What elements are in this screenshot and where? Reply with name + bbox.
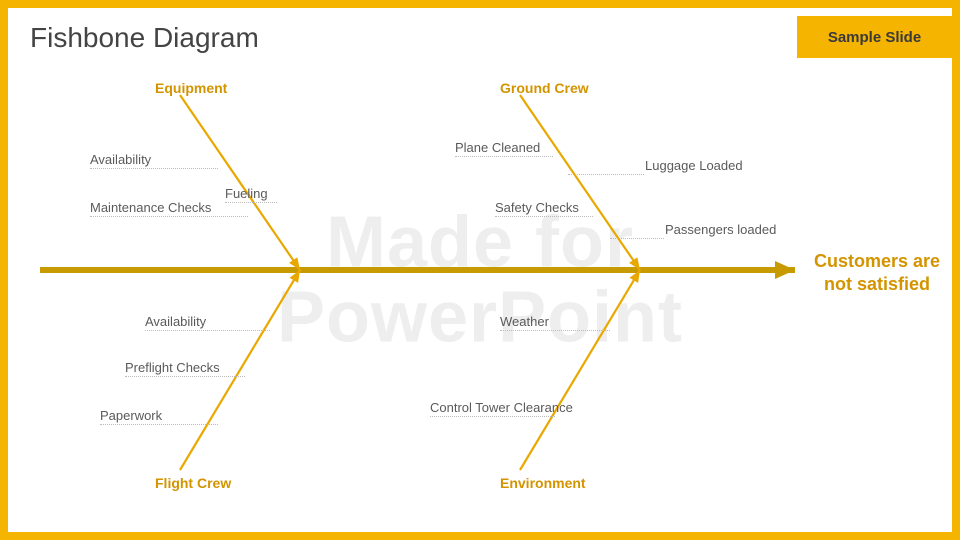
cause-tick — [500, 330, 610, 331]
cause-label: Plane Cleaned — [455, 140, 540, 155]
cause-label: Weather — [500, 314, 549, 329]
category-environment: Environment — [500, 475, 586, 491]
cause-tick — [568, 174, 644, 175]
cause-label: Safety Checks — [495, 200, 579, 215]
slide-title: Fishbone Diagram — [30, 22, 259, 54]
cause-label: Fueling — [225, 186, 268, 201]
cause-tick — [145, 330, 270, 331]
cause-tick — [225, 202, 277, 203]
cause-tick — [100, 424, 218, 425]
cause-label: Preflight Checks — [125, 360, 220, 375]
cause-tick — [495, 216, 593, 217]
cause-label: Availability — [90, 152, 151, 167]
category-ground-crew: Ground Crew — [500, 80, 589, 96]
frame-border-bottom — [0, 532, 960, 540]
head-line1: Customers are — [814, 251, 940, 271]
cause-label: Availability — [145, 314, 206, 329]
cause-tick — [90, 216, 248, 217]
cause-label: Control Tower Clearance — [430, 400, 573, 415]
cause-label: Paperwork — [100, 408, 162, 423]
cause-label: Maintenance Checks — [90, 200, 211, 215]
cause-tick — [610, 238, 664, 239]
cause-label: Luggage Loaded — [645, 158, 743, 173]
slide-frame: Made for PowerPoint Fishbone Diagram Sam… — [0, 0, 960, 540]
frame-border-left — [0, 0, 8, 540]
watermark-line1: Made for — [326, 202, 634, 282]
frame-border-top — [0, 0, 960, 8]
cause-tick — [455, 156, 553, 157]
category-flight-crew: Flight Crew — [155, 475, 231, 491]
watermark: Made for PowerPoint — [277, 205, 683, 356]
cause-tick — [90, 168, 218, 169]
cause-label: Passengers loaded — [665, 222, 776, 237]
head-line2: not satisfied — [824, 274, 930, 294]
fishbone-head: Customers are not satisfied — [802, 250, 952, 295]
frame-border-right — [952, 0, 960, 540]
watermark-line2: PowerPoint — [277, 278, 683, 358]
sample-badge: Sample Slide — [797, 16, 952, 58]
cause-tick — [125, 376, 245, 377]
cause-tick — [430, 416, 555, 417]
category-equipment: Equipment — [155, 80, 227, 96]
